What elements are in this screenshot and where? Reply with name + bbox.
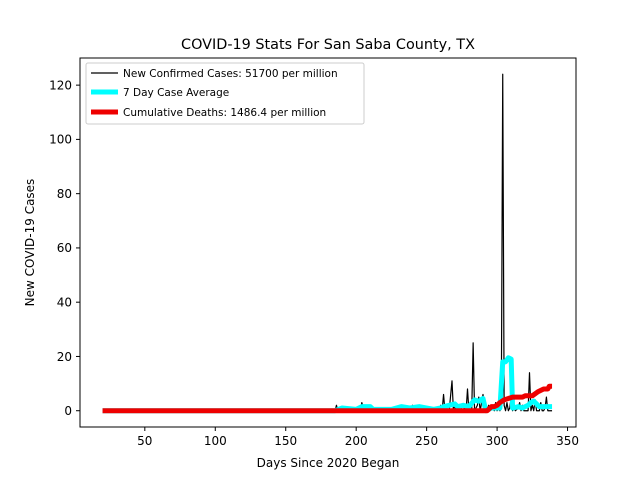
x-axis-label: Days Since 2020 Began bbox=[257, 456, 400, 470]
legend-label-new-cases: New Confirmed Cases: 51700 per million bbox=[123, 68, 338, 80]
y-tick-label: 100 bbox=[49, 133, 72, 147]
y-axis: 0 20 40 60 80 100 120 bbox=[49, 78, 80, 418]
legend-label-7day-average: 7 Day Case Average bbox=[123, 87, 229, 99]
x-tick-label: 350 bbox=[556, 434, 579, 448]
x-tick-label: 100 bbox=[204, 434, 227, 448]
plot-area bbox=[102, 73, 553, 414]
legend-box bbox=[85, 62, 365, 125]
x-axis: 50 100 150 200 250 300 350 bbox=[137, 427, 579, 448]
y-tick-label: 0 bbox=[64, 404, 72, 418]
y-tick-label: 60 bbox=[57, 241, 72, 255]
y-axis-label: New COVID-19 Cases bbox=[23, 179, 37, 307]
legend-label-cumulative-deaths: Cumulative Deaths: 1486.4 per million bbox=[123, 107, 326, 119]
chart-title: COVID-19 Stats For San Saba County, TX bbox=[181, 37, 475, 53]
x-tick-label: 200 bbox=[345, 434, 368, 448]
y-tick-label: 80 bbox=[57, 187, 72, 201]
y-tick-label: 120 bbox=[49, 78, 72, 92]
series-line-cumulative-deaths bbox=[102, 383, 553, 414]
y-tick-label: 40 bbox=[57, 295, 72, 309]
x-tick-label: 300 bbox=[486, 434, 509, 448]
x-tick-label: 150 bbox=[274, 434, 297, 448]
x-tick-label: 50 bbox=[137, 434, 152, 448]
legend: New Confirmed Cases: 51700 per million 7… bbox=[85, 62, 365, 125]
plot-frame bbox=[79, 57, 577, 428]
y-tick-label: 20 bbox=[57, 350, 72, 364]
x-tick-label: 250 bbox=[415, 434, 438, 448]
